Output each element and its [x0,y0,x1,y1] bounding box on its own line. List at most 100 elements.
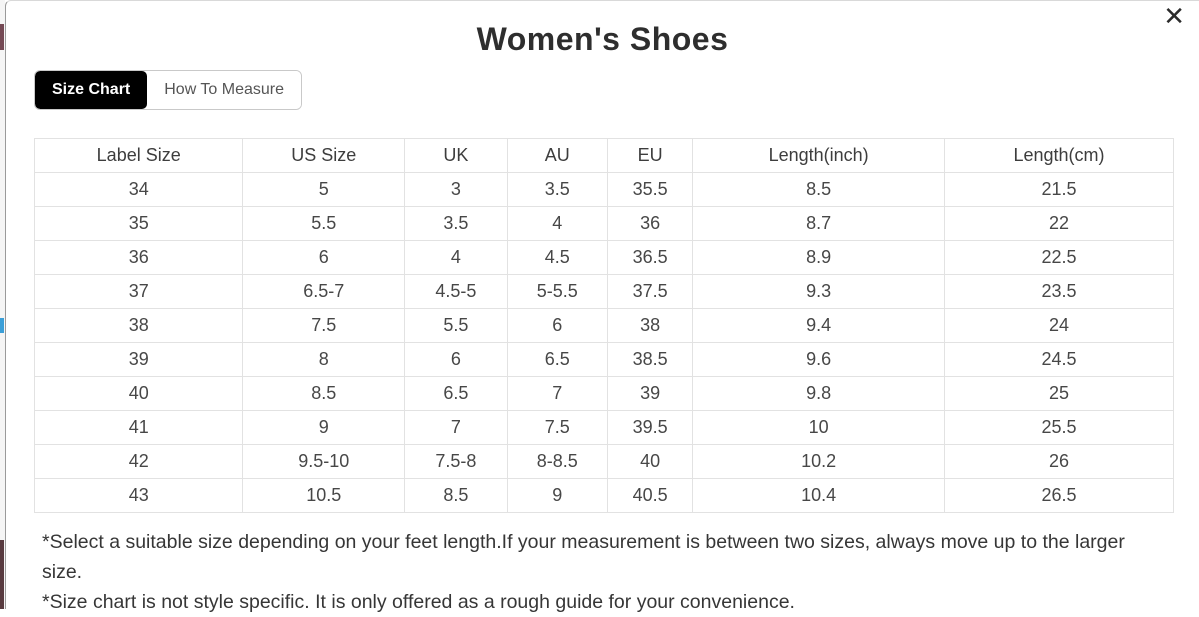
background-accent-top [0,24,4,50]
table-cell: 40 [33,376,244,411]
column-header: US Size [242,138,406,173]
table-cell: 9.4 [692,308,946,343]
column-header: Length(cm) [944,138,1174,173]
table-cell: 8 [242,342,406,377]
table-cell: 7 [506,376,608,411]
table-cell: 40.5 [606,478,694,513]
table-cell: 34 [33,172,244,207]
table-header-row: Label Size US Size UK AU EU Length(inch) Lengt… [33,138,1174,173]
table-cell: 39 [606,376,694,411]
table-cell: 42 [33,444,244,479]
column-header: Length(inch) [692,138,946,173]
table-cell: 24.5 [944,342,1174,377]
table-cell: 22 [944,206,1174,241]
column-header: AU [506,138,608,173]
footnotes: *Select a suitable size depending on you… [42,527,1167,617]
table-cell: 36.5 [606,240,694,275]
table-cell: 39 [33,342,244,377]
table-cell: 7.5 [242,308,406,343]
table-cell: 3.5 [506,172,608,207]
table-cell: 5.5 [404,308,508,343]
table-row: 43 10.5 8.5 9 40.5 10.4 26.5 [33,478,1174,513]
table-cell: 6 [242,240,406,275]
table-cell: 6.5-7 [242,274,406,309]
table-cell: 8.5 [242,376,406,411]
table-cell: 38.5 [606,342,694,377]
column-header: Label Size [33,138,244,173]
table-cell: 9 [242,410,406,445]
table-cell: 22.5 [944,240,1174,275]
table-cell: 4.5-5 [404,274,508,309]
table-cell: 38 [606,308,694,343]
table-cell: 9.6 [692,342,946,377]
table-cell: 6 [404,342,508,377]
table-cell: 10 [692,410,946,445]
background-accent-blue [0,318,4,333]
table-cell: 8-8.5 [506,444,608,479]
table-cell: 10.5 [242,478,406,513]
table-cell: 7.5-8 [404,444,508,479]
table-cell: 3.5 [404,206,508,241]
column-header: UK [404,138,508,173]
table-cell: 9.5-10 [242,444,406,479]
table-cell: 25.5 [944,410,1174,445]
column-header: EU [606,138,694,173]
table-cell: 39.5 [606,410,694,445]
table-cell: 37.5 [606,274,694,309]
table-row: 37 6.5-7 4.5-5 5-5.5 37.5 9.3 23.5 [33,274,1174,309]
table-row: 36 6 4 4.5 36.5 8.9 22.5 [33,240,1174,275]
table-cell: 5-5.5 [506,274,608,309]
table-cell: 9.8 [692,376,946,411]
table-row: 41 9 7 7.5 39.5 10 25.5 [33,410,1174,445]
table-cell: 21.5 [944,172,1174,207]
table-cell: 6 [506,308,608,343]
tab-group: Size Chart How To Measure [34,70,303,110]
tab-how-to-measure[interactable]: How To Measure [147,71,302,109]
table-cell: 23.5 [944,274,1174,309]
table-cell: 9 [506,478,608,513]
table-cell: 36 [33,240,244,275]
table-cell: 5 [242,172,406,207]
table-cell: 6.5 [506,342,608,377]
table-cell: 25 [944,376,1174,411]
table-cell: 4 [506,206,608,241]
table-cell: 7.5 [506,410,608,445]
table-row: 38 7.5 5.5 6 38 9.4 24 [33,308,1174,343]
table-cell: 9.3 [692,274,946,309]
page-title: Women's Shoes [476,21,729,57]
tab-size-chart[interactable]: Size Chart [35,71,148,109]
table-cell: 40 [606,444,694,479]
table-cell: 41 [33,410,244,445]
table-cell: 10.2 [692,444,946,479]
table-cell: 4 [404,240,508,275]
table-cell: 6.5 [404,376,508,411]
table-cell: 38 [33,308,244,343]
table-cell: 8.7 [692,206,946,241]
table-row: 39 8 6 6.5 38.5 9.6 24.5 [33,342,1174,377]
table-row: 42 9.5-10 7.5-8 8-8.5 40 10.2 26 [33,444,1174,479]
table-cell: 36 [606,206,694,241]
table-cell: 8.9 [692,240,946,275]
table-cell: 7 [404,410,508,445]
table-cell: 8.5 [692,172,946,207]
background-page-edge [0,0,5,609]
footnote-text: *Size chart is not style specific. It is… [42,591,795,613]
size-chart-table: Label Size US Size UK AU EU Length(inch) Lengt… [33,138,1174,513]
size-chart-table-container: Label Size US Size UK AU EU Length(inch) Lengt… [33,138,1174,513]
table-cell: 37 [33,274,244,309]
table-cell: 35.5 [606,172,694,207]
table-cell: 8.5 [404,478,508,513]
table-cell: 3 [404,172,508,207]
table-row: 35 5.5 3.5 4 36 8.7 22 [33,206,1174,241]
close-icon[interactable]: ✕ [1163,1,1185,31]
table-row: 34 5 3 3.5 35.5 8.5 21.5 [33,172,1174,207]
table-cell: 4.5 [506,240,608,275]
table-cell: 35 [33,206,244,241]
table-cell: 26.5 [944,478,1174,513]
table-cell: 43 [33,478,244,513]
background-accent-bottom [0,540,4,609]
table-cell: 5.5 [242,206,406,241]
table-cell: 24 [944,308,1174,343]
table-row: 40 8.5 6.5 7 39 9.8 25 [33,376,1174,411]
size-chart-modal: ✕ Women's Shoes Size Chart How To Measure… [5,0,1199,613]
